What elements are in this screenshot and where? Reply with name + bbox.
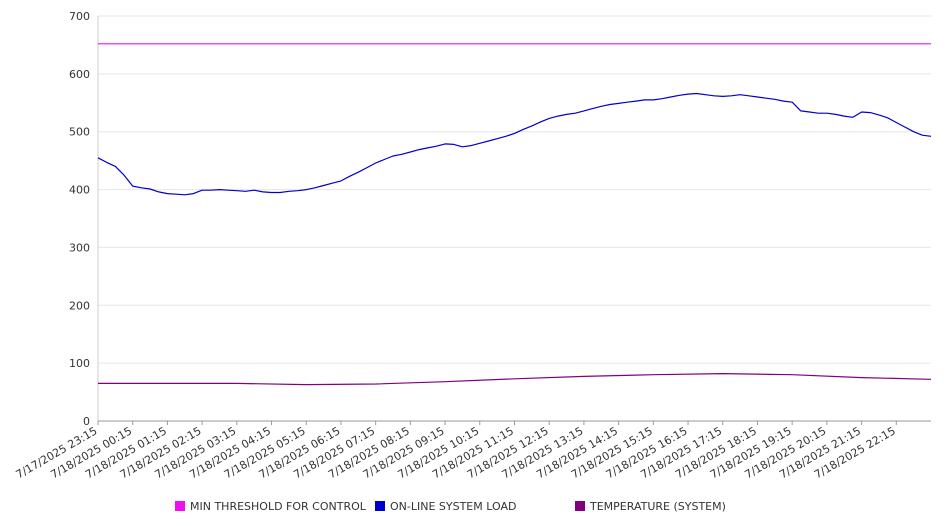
grid-lines [98, 15, 931, 364]
series-line-system-load [97, 92, 932, 196]
x-axis-tick-labels: 7/17/2025 23:157/18/2025 00:157/18/2025 … [14, 424, 898, 481]
legend-label-min-threshold: MIN THRESHOLD FOR CONTROL [190, 499, 366, 513]
legend-item-system-load[interactable]: ON-LINE SYSTEM LOAD [375, 498, 516, 514]
y-axis-tick-labels: 0 100 200 300 400 500 600 700 [69, 10, 90, 428]
legend-label-system-load: ON-LINE SYSTEM LOAD [390, 499, 517, 513]
y-tick-label: 500 [69, 126, 90, 139]
legend-swatch-system-load [375, 501, 385, 511]
series-line-temperature [98, 373, 932, 386]
axes [97, 16, 931, 425]
y-tick-label: 0 [83, 415, 90, 428]
legend-item-min-threshold[interactable]: MIN THRESHOLD FOR CONTROL [175, 498, 366, 514]
y-tick-label: 600 [69, 68, 90, 81]
legend-label-temperature: TEMPERATURE (SYSTEM) [590, 499, 726, 513]
series-lines [97, 43, 932, 386]
y-tick-label: 200 [69, 299, 90, 312]
y-tick-label: 700 [69, 10, 90, 23]
y-tick-label: 400 [69, 184, 90, 197]
y-tick-label: 300 [69, 241, 90, 254]
y-tick-label: 100 [69, 357, 90, 370]
legend: MIN THRESHOLD FOR CONTROL ON-LINE SYSTEM… [0, 496, 946, 516]
legend-swatch-min-threshold [175, 501, 185, 511]
legend-swatch-temperature [575, 501, 585, 511]
legend-item-temperature[interactable]: TEMPERATURE (SYSTEM) [575, 498, 726, 514]
line-chart: 0 100 200 300 400 500 600 700 7/17/2025 23:157/… [14, 10, 932, 481]
